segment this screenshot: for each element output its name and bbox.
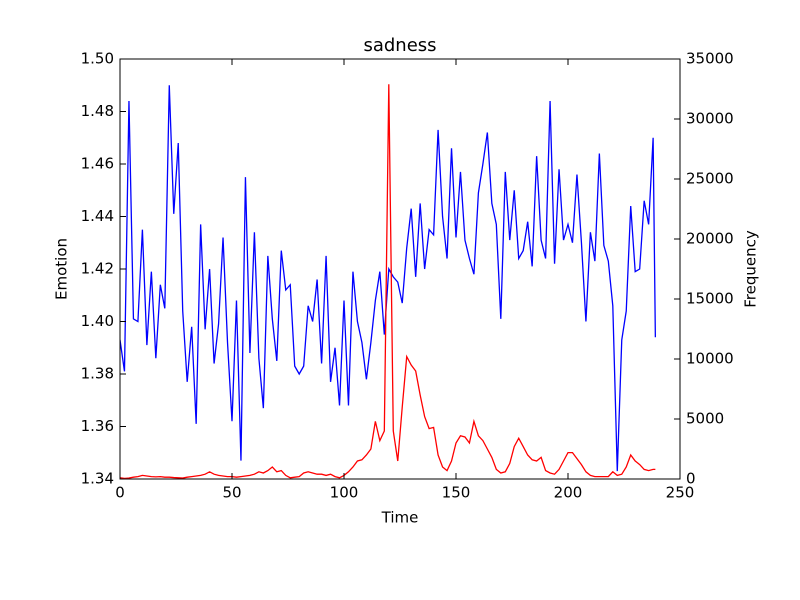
x-axis-label: Time [381,509,419,527]
x-tick-label: 250 [666,484,695,502]
chart-title: sadness [363,35,436,56]
y2-tick-label: 5000 [686,410,724,428]
data-line [120,84,656,479]
y-tick-label: 1.40 [81,312,114,330]
plot-frame [119,58,681,480]
y-axis-label: Emotion [53,238,71,300]
x-tick-label: 150 [442,484,471,502]
y2-tick-label: 20000 [686,230,734,248]
y-tick-label: 1.50 [81,50,114,68]
y2-tick-label: 30000 [686,110,734,128]
y-tick-label: 1.44 [81,207,114,225]
y-tick-label: 1.42 [81,260,114,278]
y2-axis-label: Frequency [742,230,760,308]
y2-tick-label: 0 [686,470,696,488]
x-tick-label: 100 [330,484,359,502]
y2-tick-label: 10000 [686,350,734,368]
x-tick-label: 200 [554,484,583,502]
y2-tick-label: 25000 [686,170,734,188]
y2-tick-label: 35000 [686,50,734,68]
y-tick-label: 1.38 [81,365,114,383]
x-tick-label: 50 [222,484,241,502]
y-tick-label: 1.34 [81,470,114,488]
data-line [120,85,657,472]
y2-tick-label: 15000 [686,290,734,308]
x-tick-label: 0 [115,484,125,502]
y-tick-label: 1.46 [81,155,114,173]
y-tick-label: 1.36 [81,417,114,435]
y-tick-label: 1.48 [81,102,114,120]
